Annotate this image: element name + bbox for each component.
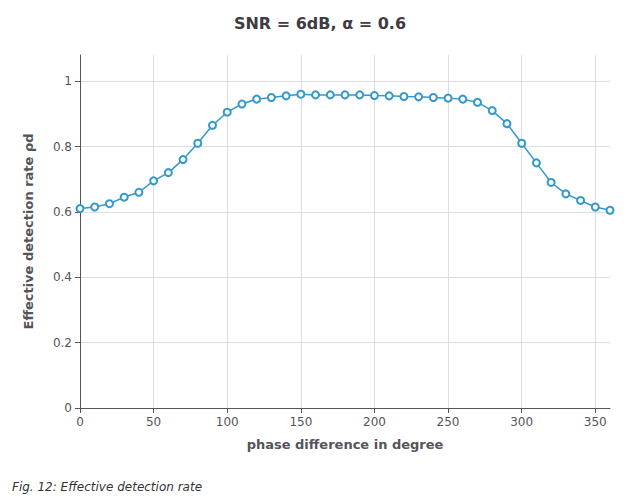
svg-text:Fig. 12: Effective detection r: Fig. 12: Effective detection rate — [12, 480, 202, 494]
svg-text:100: 100 — [216, 415, 239, 429]
svg-text:250: 250 — [437, 415, 460, 429]
svg-text:SNR = 6dB, α = 0.6: SNR = 6dB, α = 0.6 — [234, 14, 406, 33]
svg-text:0: 0 — [64, 401, 72, 415]
svg-text:0: 0 — [76, 415, 84, 429]
svg-text:1: 1 — [64, 74, 72, 88]
svg-text:Effective detection rate ρd: Effective detection rate ρd — [21, 133, 36, 329]
svg-text:150: 150 — [289, 415, 312, 429]
svg-text:350: 350 — [584, 415, 607, 429]
svg-text:0.2: 0.2 — [53, 336, 72, 350]
svg-text:0.8: 0.8 — [53, 140, 72, 154]
svg-text:phase difference in degree: phase difference in degree — [247, 437, 444, 452]
svg-text:50: 50 — [146, 415, 161, 429]
svg-text:200: 200 — [363, 415, 386, 429]
svg-text:0.4: 0.4 — [53, 270, 72, 284]
svg-text:0.6: 0.6 — [53, 205, 72, 219]
svg-text:300: 300 — [510, 415, 533, 429]
